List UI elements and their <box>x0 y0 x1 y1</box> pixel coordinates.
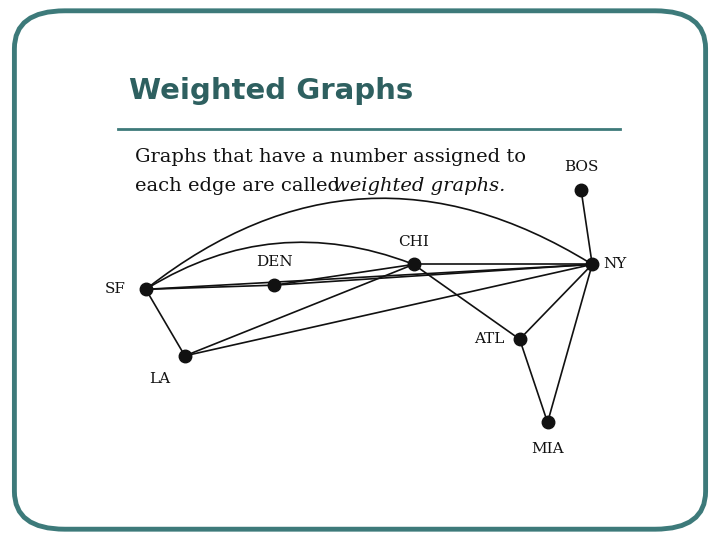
Text: LA: LA <box>149 372 171 386</box>
Text: weighted graphs.: weighted graphs. <box>333 177 505 195</box>
Text: Weighted Graphs: Weighted Graphs <box>129 77 413 105</box>
Text: CHI: CHI <box>398 234 429 248</box>
Text: NY: NY <box>603 258 626 272</box>
Text: Graphs that have a number assigned to: Graphs that have a number assigned to <box>135 148 526 166</box>
Text: each edge are called: each edge are called <box>135 177 346 195</box>
Text: BOS: BOS <box>564 160 598 174</box>
Text: ATL: ATL <box>474 332 504 346</box>
Text: MIA: MIA <box>531 442 564 456</box>
Text: DEN: DEN <box>256 255 292 269</box>
Text: SF: SF <box>104 282 125 296</box>
